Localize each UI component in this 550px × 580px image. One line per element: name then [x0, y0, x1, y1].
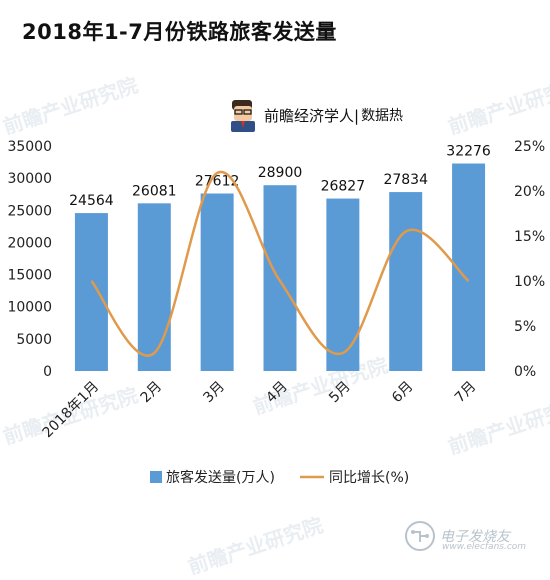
bar-data-label: 28900: [258, 165, 303, 181]
y-right-tick-label: 15%: [514, 229, 545, 245]
footer-watermark-text: 电子发烧友: [440, 529, 510, 545]
brand-suffix: 数据热: [361, 108, 404, 124]
y-right-tick-label: 20%: [514, 184, 545, 200]
x-tick-label: 6月: [389, 379, 417, 407]
legend-swatch-bar: [150, 471, 162, 483]
x-tick-label: 7月: [452, 379, 480, 407]
chart-title: 2018年1-7月份铁路旅客发送量: [22, 20, 337, 44]
bar-passenger-volume: [200, 193, 234, 371]
bar-passenger-volume: [137, 203, 171, 371]
brand-name: 前瞻经济学人|: [264, 106, 360, 125]
y-left-tick-label: 20000: [7, 235, 52, 251]
combo-chart: 0 5000 10000 15000 20000 25000 30000 35000 0% 5% 1…: [7, 139, 545, 486]
y-left-tick-label: 10000: [7, 300, 52, 316]
legend-label: 旅客发送量(万人): [166, 469, 275, 486]
y-right-tick-label: 25%: [514, 139, 545, 155]
bar-passenger-volume: [389, 192, 423, 371]
y-left-tick-label: 25000: [7, 203, 52, 219]
y-left-tick-label: 15000: [7, 268, 52, 284]
y-right-tick-label: 0%: [514, 364, 536, 380]
x-tick-label: 3月: [200, 379, 228, 407]
y-left-tick-label: 5000: [16, 332, 52, 348]
y-right-tick-label: 5%: [514, 319, 536, 335]
bar-data-label: 32276: [446, 144, 491, 160]
y-left-tick-label: 30000: [7, 171, 52, 187]
bar-data-label: 27834: [383, 172, 428, 188]
bar-passenger-volume: [263, 185, 297, 371]
legend-label: 同比增长(%): [329, 470, 409, 486]
x-tick-label: 4月: [263, 379, 291, 407]
x-tick-label: 2月: [138, 379, 166, 407]
bar-data-label: 24564: [69, 193, 114, 209]
y-left-tick-label: 0: [43, 364, 52, 380]
watermark-text: 前瞻产业研究院: [185, 512, 326, 579]
footer-watermark-url: www.elecfans.com: [442, 542, 527, 552]
y-right-tick-label: 10%: [514, 274, 545, 290]
bar-passenger-volume: [326, 198, 360, 371]
circuit-logo-icon: [405, 521, 435, 551]
bar-passenger-volume: [74, 213, 108, 371]
x-tick-label: 5月: [326, 379, 354, 407]
y-left-tick-label: 35000: [7, 139, 52, 155]
bar-data-label: 26081: [132, 183, 177, 199]
footer-watermark: 电子发烧友 www.elecfans.com: [404, 520, 526, 552]
line-yoy-growth: [90, 170, 470, 357]
brand-badge: 前瞻经济学人| 数据热: [228, 98, 403, 132]
x-tick-label: 2018年1月: [40, 379, 103, 442]
bar-data-label: 27612: [195, 173, 240, 189]
reader-avatar-icon: [231, 100, 255, 132]
bar-data-label: 26827: [321, 179, 366, 195]
